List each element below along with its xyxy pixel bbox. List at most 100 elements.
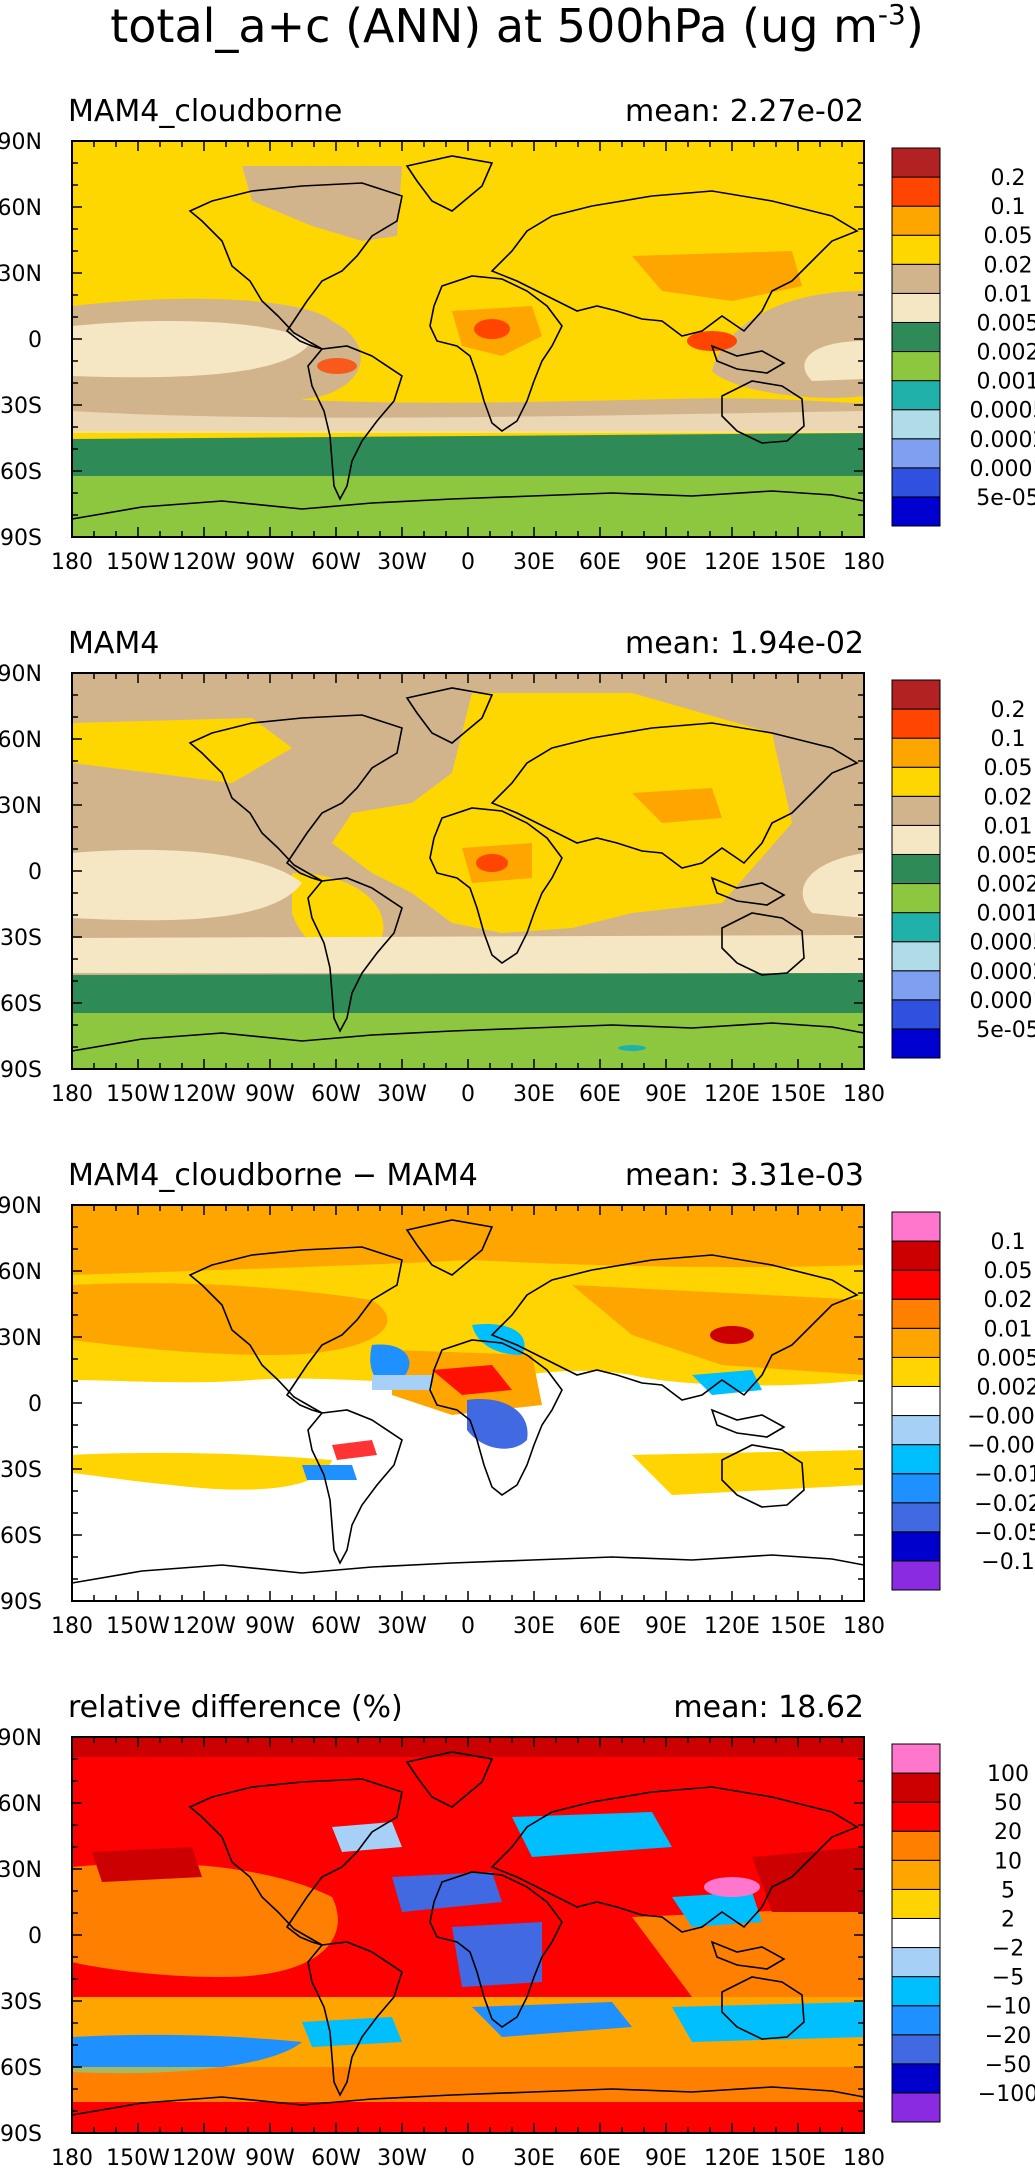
lon-axis: 180 150W 120W 90W 60W 30W 0 30E 60E 90E 120E 150E 18… [51, 1737, 885, 2171]
lat-label: 30N [0, 794, 42, 819]
lon-label: 180 [51, 550, 93, 575]
lat-label: 0 [28, 1392, 42, 1417]
colorbar-swatch [891, 883, 941, 914]
colorbar-level: 0.1 [991, 1230, 1026, 1255]
colorbar-swatch [891, 292, 941, 323]
lat-label: 60S [0, 460, 42, 485]
colorbar-swatch [891, 1917, 941, 1949]
colorbar-level: 0.0002 [970, 428, 1035, 453]
panel-mean: mean: 1.94e-02 [625, 626, 864, 661]
colorbar-level: 0.0001 [970, 989, 1035, 1014]
lon-label: 150E [770, 1082, 826, 1107]
lat-label: 90N [0, 1194, 42, 1219]
lon-label: 180 [51, 1082, 93, 1107]
colorbar-level: 0.02 [984, 253, 1033, 278]
map-field [71, 672, 865, 1070]
colorbar-swatch [891, 438, 941, 469]
colorbar-swatch [891, 147, 941, 178]
colorbar-level: 0.1 [991, 195, 1026, 220]
lon-label: 60W [311, 1082, 361, 1107]
colorbar-level: 50 [994, 1791, 1022, 1816]
colorbar-level: −0.002 [967, 1405, 1035, 1430]
map-field [71, 140, 865, 538]
colorbar-swatch [891, 205, 941, 236]
lat-label: 30S [0, 1990, 42, 2015]
lon-label: 30W [377, 1082, 427, 1107]
colorbar-level: 0.2 [991, 166, 1026, 191]
colorbar-swatch [891, 321, 941, 353]
title-close: ) [906, 0, 924, 53]
colorbar-swatch [891, 467, 941, 498]
colorbar-level: −2 [992, 1937, 1024, 1962]
lon-label: 30E [513, 2146, 555, 2171]
colorbar-level: 0.001 [977, 370, 1035, 395]
colorbar-level: 0.0002 [970, 960, 1035, 985]
colorbar-swatch [891, 941, 941, 972]
lon-label: 0 [461, 1614, 475, 1639]
colorbar-swatch [891, 1298, 941, 1329]
lon-label: 90W [245, 1082, 295, 1107]
colorbar-swatch [891, 912, 941, 943]
panel-mean: mean: 3.31e-03 [625, 1158, 864, 1193]
colorbar-level: 0.005 [977, 843, 1035, 868]
colorbar-swatch [891, 1327, 941, 1358]
lon-label: 90E [645, 2146, 687, 2171]
colorbar-swatch [891, 853, 941, 885]
lon-label: 150E [770, 2146, 826, 2171]
colorbar-swatch [891, 1947, 941, 1978]
colorbar-level: −0.01 [974, 1463, 1035, 1488]
title-superscript: -3 [878, 0, 906, 31]
colorbar-swatch [891, 2092, 941, 2123]
colorbar: 100 50 20 10 5 2 −2 −5 −10 −20 −50 −100 [891, 1743, 1035, 2123]
colorbar-swatch [891, 1028, 941, 1059]
colorbar-level: 0.01 [984, 282, 1033, 307]
lon-label: 60E [579, 550, 621, 575]
lon-label: 150W [106, 1082, 170, 1107]
map-panel-relative: relative difference (%) mean: 18.62 90N 60N… [0, 1690, 1035, 2171]
colorbar-level: 0.05 [984, 756, 1033, 781]
lat-label: 30N [0, 1326, 42, 1351]
colorbar-level: −0.02 [974, 1492, 1035, 1517]
lon-label: 120W [172, 550, 236, 575]
colorbar-level: −0.05 [974, 1521, 1035, 1546]
colorbar-level: 0.05 [984, 1259, 1033, 1284]
lat-axis: 90N 60N 30N 0 30S 60S 90S [0, 1726, 864, 2147]
colorbar-swatch [891, 1473, 941, 1504]
colorbar-level: 20 [994, 1820, 1022, 1845]
lon-label: 90W [245, 2146, 295, 2171]
colorbar-swatch [891, 824, 941, 855]
colorbar-swatch [891, 2005, 941, 2036]
colorbar-level: 0.01 [984, 814, 1033, 839]
colorbar-level: 5e-05 [976, 486, 1035, 511]
lat-label: 0 [28, 1924, 42, 1949]
lon-label: 120E [704, 550, 760, 575]
figure-title: total_a+c (ANN) at 500hPa (ug m-3) [110, 0, 924, 53]
colorbar-level: 0.02 [984, 785, 1033, 810]
lat-label: 90S [0, 2122, 42, 2147]
lon-axis: 180 150W 120W 90W 60W 30W 0 30E 60E 90E 120E 150E 18… [51, 141, 885, 575]
colorbar-swatch [891, 1444, 941, 1475]
colorbar-level: −0.1 [981, 1550, 1034, 1575]
lon-label: 180 [51, 1614, 93, 1639]
lat-label: 60S [0, 1524, 42, 1549]
colorbar-swatch [891, 1356, 941, 1387]
lon-label: 60W [311, 2146, 361, 2171]
lon-label: 0 [461, 1082, 475, 1107]
lon-label: 60E [579, 1082, 621, 1107]
colorbar-swatch [891, 496, 941, 527]
lat-label: 30S [0, 1458, 42, 1483]
colorbar-swatch [891, 351, 941, 382]
colorbar-level: 0.005 [977, 311, 1035, 336]
colorbar-level: 0.001 [977, 902, 1035, 927]
lon-label: 60W [311, 550, 361, 575]
lat-label: 90N [0, 1726, 42, 1751]
colorbar-swatch [891, 1888, 941, 1919]
colorbar-swatch [891, 795, 941, 826]
lat-label: 30N [0, 262, 42, 287]
colorbar-swatch [891, 1743, 941, 1774]
colorbar-level: −10 [985, 1995, 1031, 2020]
colorbar-level: 10 [994, 1849, 1022, 1874]
